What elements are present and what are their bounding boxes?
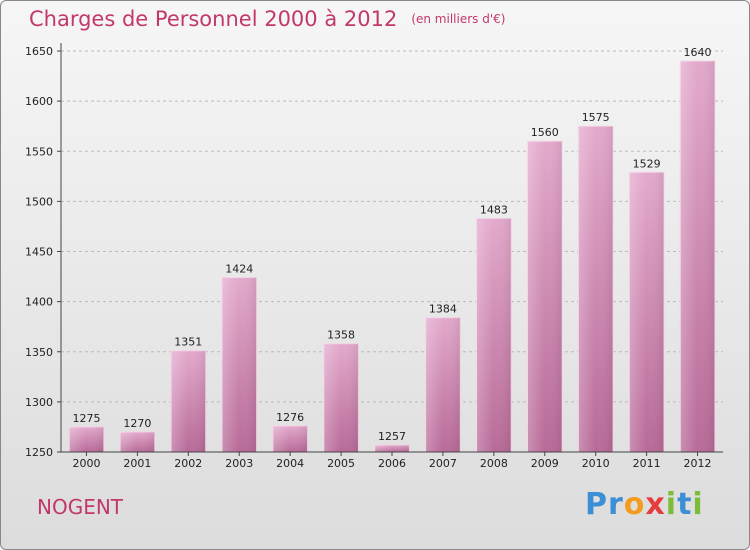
- location-label: NOGENT: [37, 495, 124, 519]
- y-tick-label: 1650: [25, 45, 53, 58]
- x-tick-label: 2000: [72, 457, 100, 470]
- logo-letter: o: [623, 487, 646, 522]
- bar-value-label: 1275: [72, 412, 100, 425]
- bar-shine: [476, 218, 512, 452]
- bar-shine: [527, 141, 563, 452]
- bar-shine: [69, 426, 104, 452]
- x-tick-label: 2003: [225, 457, 253, 470]
- logo-letter: x: [645, 487, 666, 522]
- bar-shine: [374, 444, 410, 452]
- x-tick-label: 2001: [123, 457, 151, 470]
- y-tick-label: 1450: [25, 246, 53, 259]
- x-tick-label: 2012: [684, 457, 712, 470]
- x-tick-label: 2011: [633, 457, 661, 470]
- chart-subtitle: (en milliers d'€): [411, 12, 506, 26]
- bar-shine: [578, 126, 614, 452]
- x-axis: 2000 2001 2002 2003 2004 2005 2006 2007 2008 2009…: [61, 451, 723, 470]
- bar-shine: [629, 172, 664, 453]
- bar-shine: [272, 425, 308, 452]
- y-tick-label: 1600: [25, 95, 53, 108]
- bars: 1275 1270 1351 1424 1276 1358 1257 1384 1483 1560…: [68, 46, 716, 453]
- x-tick-label: 2002: [174, 457, 202, 470]
- y-tick-label: 1500: [25, 195, 53, 208]
- x-tick-label: 2005: [327, 457, 355, 470]
- bar-value-label: 1575: [582, 111, 610, 124]
- logo-letter: i: [665, 487, 678, 522]
- chart-title-text: Charges de Personnel 2000 à 2012: [29, 7, 398, 31]
- y-tick-label: 1400: [25, 296, 53, 309]
- y-tick-label: 1250: [25, 446, 53, 459]
- bar-value-label: 1424: [225, 263, 253, 276]
- grid-lines: [61, 50, 723, 453]
- bar-shine: [425, 317, 461, 452]
- bar-shine: [221, 277, 257, 452]
- logo-letter: i: [692, 487, 704, 522]
- y-tick-label: 1350: [25, 346, 53, 359]
- bar-value-label: 1529: [633, 157, 661, 170]
- y-tick-label: 1550: [25, 145, 53, 158]
- proxiti-logo: Proxiti: [585, 487, 704, 522]
- bar-value-label: 1483: [480, 203, 508, 216]
- x-tick-label: 2006: [378, 457, 406, 470]
- logo-letter: r: [608, 487, 624, 522]
- bar-value-label: 1384: [429, 303, 457, 316]
- bar-value-label: 1257: [378, 430, 406, 443]
- bar-value-label: 1351: [174, 336, 202, 349]
- bar-shine: [120, 431, 155, 452]
- bar-shine: [680, 61, 715, 453]
- logo-letter: P: [585, 487, 608, 522]
- x-tick-label: 2010: [582, 457, 610, 470]
- bar-value-label: 1276: [276, 411, 304, 424]
- bar-value-label: 1358: [327, 329, 355, 342]
- bar-shine: [170, 350, 206, 452]
- x-tick-label: 2008: [480, 457, 508, 470]
- x-tick-label: 2004: [276, 457, 304, 470]
- y-axis: 1250 1300 1350 1400 1450 1500 1550 1600 1650: [25, 43, 62, 459]
- bar-value-label: 1270: [123, 417, 151, 430]
- logo-letter: t: [677, 487, 693, 522]
- x-tick-label: 2009: [531, 457, 559, 470]
- x-tick-label: 2007: [429, 457, 457, 470]
- bar-value-label: 1560: [531, 126, 559, 139]
- y-tick-label: 1300: [25, 396, 53, 409]
- bar-shine: [323, 343, 359, 452]
- chart-title: Charges de Personnel 2000 à 2012 (en mill…: [29, 7, 505, 31]
- bar-value-label: 1640: [684, 46, 712, 59]
